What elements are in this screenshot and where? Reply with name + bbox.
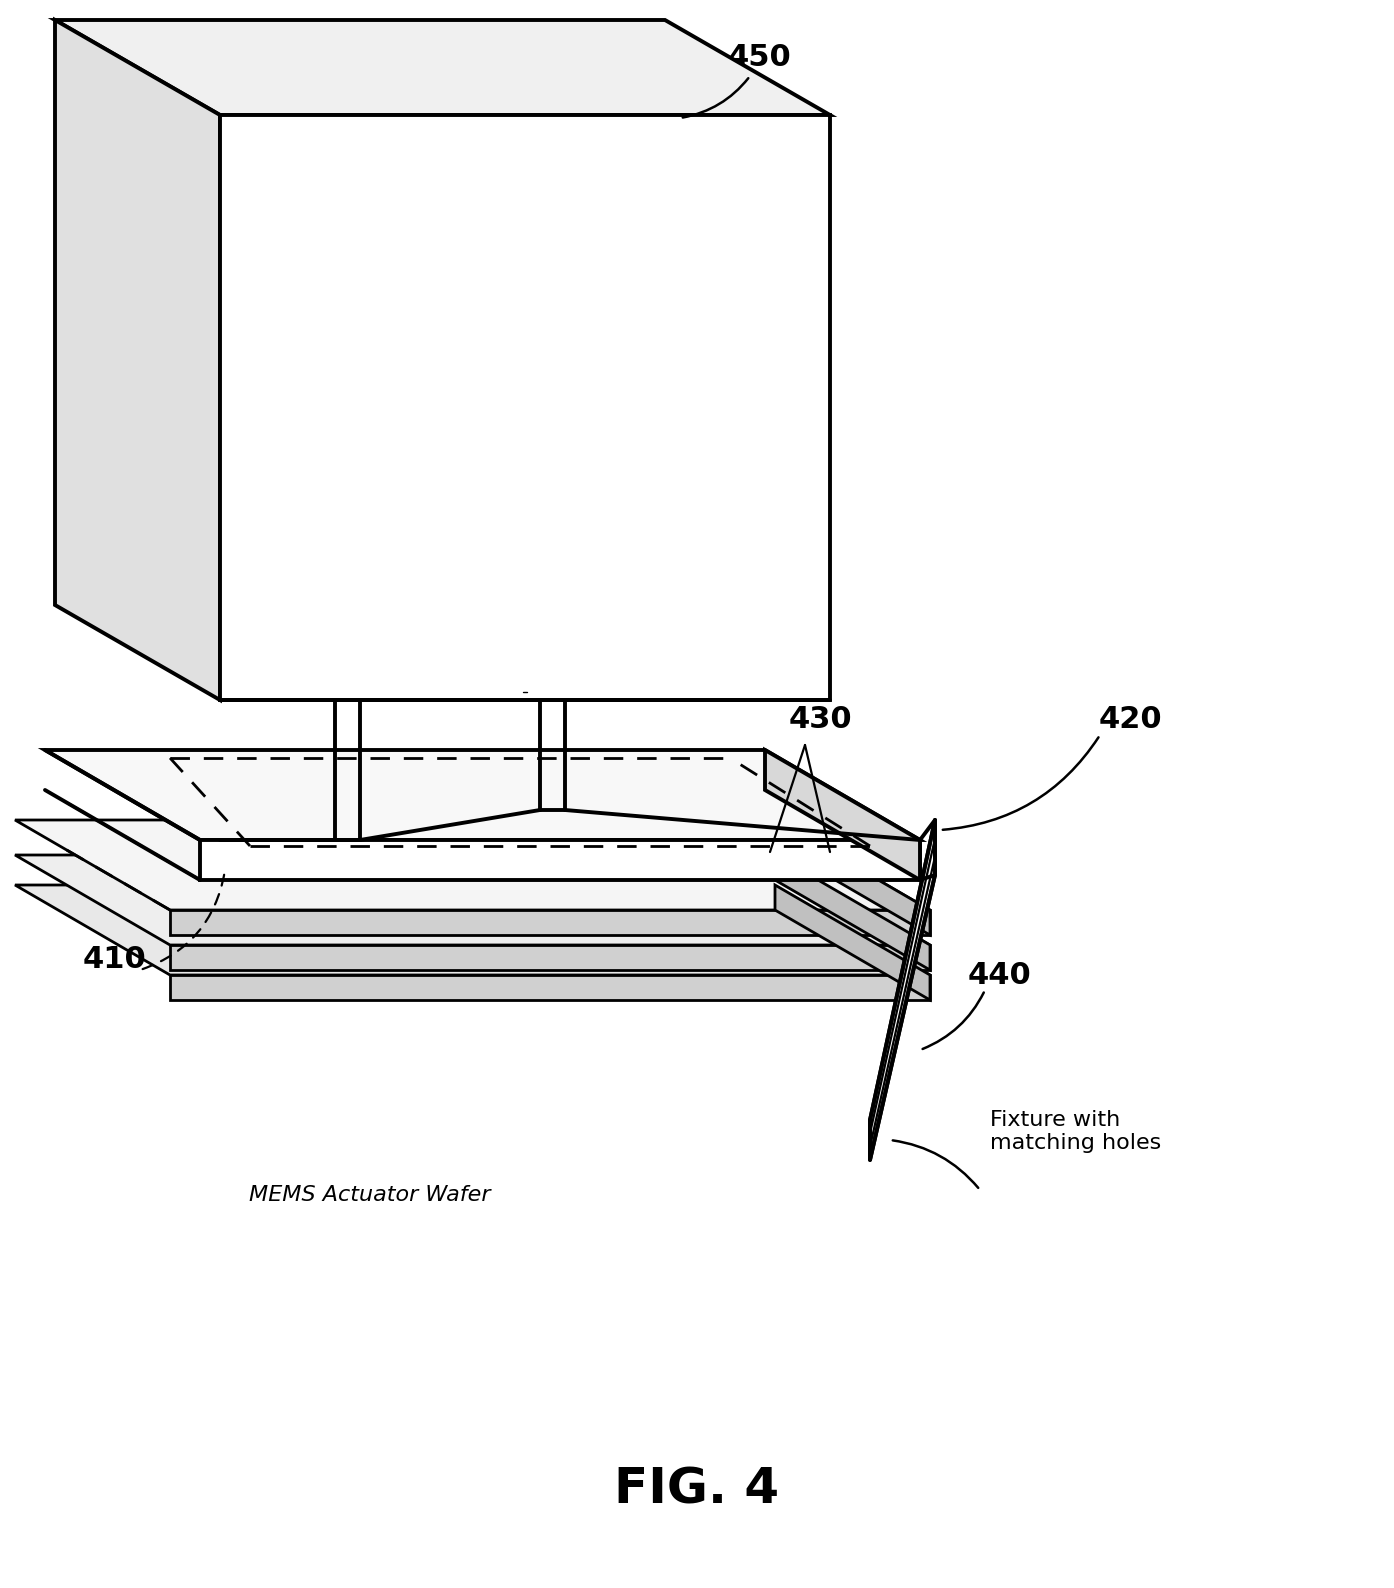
Polygon shape <box>45 750 920 840</box>
Text: FIG. 4: FIG. 4 <box>615 1466 779 1513</box>
Polygon shape <box>870 819 935 1159</box>
FancyArrowPatch shape <box>942 737 1098 831</box>
Polygon shape <box>54 21 220 700</box>
Polygon shape <box>15 854 930 945</box>
Polygon shape <box>15 819 930 910</box>
Text: Fixture with
matching holes: Fixture with matching holes <box>990 1110 1161 1153</box>
Polygon shape <box>54 21 829 114</box>
FancyArrowPatch shape <box>142 873 224 969</box>
Polygon shape <box>15 885 930 975</box>
Text: 450: 450 <box>728 43 792 73</box>
Polygon shape <box>199 840 920 880</box>
Text: 430: 430 <box>788 705 852 735</box>
Polygon shape <box>170 945 930 970</box>
Polygon shape <box>765 750 920 880</box>
FancyArrowPatch shape <box>892 1140 979 1188</box>
Polygon shape <box>220 114 829 700</box>
FancyArrowPatch shape <box>923 992 984 1050</box>
Text: 440: 440 <box>967 961 1032 989</box>
Polygon shape <box>170 910 930 935</box>
Text: 410: 410 <box>84 945 146 975</box>
Text: 420: 420 <box>1098 705 1161 735</box>
Polygon shape <box>775 854 930 970</box>
Text: MEMS Actuator Wafer: MEMS Actuator Wafer <box>250 1185 491 1205</box>
Polygon shape <box>170 975 930 1000</box>
Polygon shape <box>775 819 930 935</box>
Polygon shape <box>775 885 930 1000</box>
FancyArrowPatch shape <box>683 78 749 118</box>
